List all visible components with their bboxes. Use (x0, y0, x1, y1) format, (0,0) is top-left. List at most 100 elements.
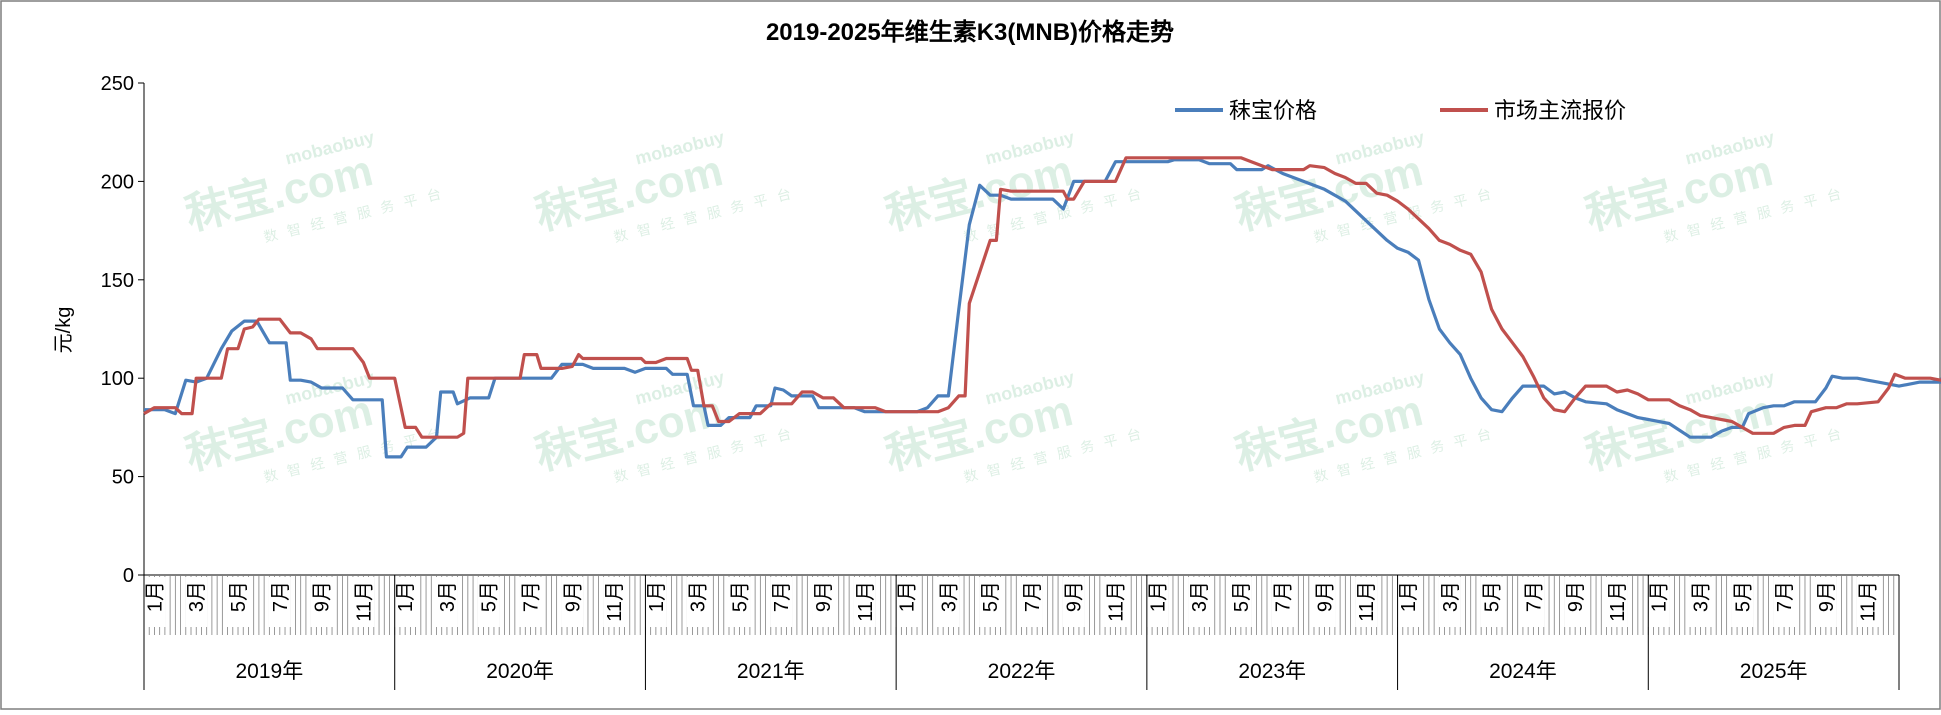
x-label-bg (1104, 577, 1127, 627)
x-label-bg (227, 577, 250, 627)
x-year-label: 2021年 (737, 660, 805, 683)
x-label-bg (1773, 577, 1796, 627)
x-month-label: 9月 (813, 581, 835, 612)
x-label-bg (561, 577, 584, 627)
x-month-label: 7月 (521, 581, 543, 612)
x-label-bg (1146, 577, 1169, 627)
x-label-bg (770, 577, 793, 627)
x-label-bg (1814, 577, 1837, 627)
x-label-bg (1647, 577, 1670, 627)
x-label-bg (937, 577, 960, 627)
x-month-label: 11月 (1356, 581, 1378, 622)
y-tick-label: 250 (101, 73, 134, 95)
x-month-label: 1月 (897, 581, 919, 612)
y-tick-label: 200 (101, 171, 134, 193)
x-month-label: 5月 (980, 581, 1002, 612)
chart-title: 2019-2025年维生素K3(MNB)价格走势 (766, 18, 1174, 46)
x-label-bg (1313, 577, 1336, 627)
x-label-bg (853, 577, 876, 627)
x-month-label: 9月 (1314, 581, 1336, 612)
x-label-bg (435, 577, 458, 627)
x-label-bg (1856, 577, 1879, 627)
x-month-label: 5月 (1732, 581, 1754, 612)
x-month-label: 1月 (1147, 581, 1169, 612)
x-month-label: 1月 (395, 581, 417, 612)
x-month-label: 3月 (1691, 581, 1713, 612)
x-label-bg (394, 577, 417, 627)
x-axis: 1月 3月 5月 7月 9月 11月 1月 3月 5月 7月 9月 11月 1月 3月 5月 7月 9月 11月 1… (143, 574, 1900, 690)
x-month-label: 1月 (646, 581, 668, 612)
x-year-label: 2020年 (486, 660, 554, 683)
x-year-label: 2022年 (988, 660, 1056, 683)
x-month-label: 5月 (1482, 581, 1504, 612)
x-label-bg (1605, 577, 1628, 627)
y-axis: 0 50 100 150 200 250 (101, 73, 145, 587)
x-label-bg (1271, 577, 1294, 627)
x-label-bg (1020, 577, 1043, 627)
x-label-bg (1689, 577, 1712, 627)
x-label-bg (185, 577, 208, 627)
x-year-label: 2023年 (1238, 660, 1306, 683)
legend: 秣宝价格 市场主流报价 (1175, 98, 1626, 123)
x-label-bg (686, 577, 709, 627)
x-month-label: 3月 (437, 581, 459, 612)
x-month-label: 5月 (1231, 581, 1253, 612)
x-month-label: 9月 (312, 581, 334, 612)
y-tick-label: 150 (101, 270, 134, 292)
x-month-label: 7月 (1774, 581, 1796, 612)
x-month-label: 1月 (1649, 581, 1671, 612)
x-label-bg (1438, 577, 1461, 627)
x-label-bg (1731, 577, 1754, 627)
x-month-label: 11月 (353, 581, 375, 622)
x-month-label: 7月 (270, 581, 292, 612)
x-label-bg (979, 577, 1002, 627)
x-label-bg (352, 577, 375, 627)
x-label-bg (1229, 577, 1252, 627)
y-axis-label: 元/kg (53, 307, 75, 354)
y-tick-label: 100 (101, 368, 134, 390)
x-label-bg (1188, 577, 1211, 627)
legend-label: 秣宝价格 (1229, 98, 1317, 123)
x-label-bg (895, 577, 918, 627)
x-month-label: 9月 (1565, 581, 1587, 612)
y-tick-label: 0 (123, 565, 134, 587)
x-month-label: 3月 (688, 581, 710, 612)
x-label-bg (268, 577, 291, 627)
x-label-bg (1397, 577, 1420, 627)
x-month-label: 7月 (771, 581, 793, 612)
x-month-label: 11月 (1106, 581, 1128, 622)
x-month-label: 1月 (1398, 581, 1420, 612)
x-label-bg (477, 577, 500, 627)
x-month-label: 3月 (186, 581, 208, 612)
x-month-label: 11月 (1858, 581, 1880, 622)
x-label-bg (728, 577, 751, 627)
x-month-label: 3月 (1440, 581, 1462, 612)
x-label-bg (603, 577, 626, 627)
x-month-label: 11月 (604, 581, 626, 622)
x-label-bg (812, 577, 835, 627)
x-year-label: 2025年 (1740, 660, 1808, 683)
y-tick-label: 50 (112, 467, 134, 489)
series-line-mobao-price (144, 158, 1941, 459)
x-month-label: 11月 (855, 581, 877, 622)
x-label-bg (310, 577, 333, 627)
x-label-bg (1564, 577, 1587, 627)
x-month-label: 5月 (479, 581, 501, 612)
x-month-label: 7月 (1523, 581, 1545, 612)
x-month-label: 7月 (1022, 581, 1044, 612)
x-month-label: 3月 (1189, 581, 1211, 612)
series-layer (143, 156, 1941, 459)
x-label-bg (1480, 577, 1503, 627)
x-month-label: 1月 (144, 581, 166, 612)
x-label-bg (1062, 577, 1085, 627)
x-label-bg (519, 577, 542, 627)
series-line-market-quote (143, 156, 1941, 439)
x-year-label: 2019年 (235, 660, 303, 683)
x-label-bg (1355, 577, 1378, 627)
legend-label: 市场主流报价 (1494, 98, 1626, 123)
x-month-label: 9月 (1816, 581, 1838, 612)
x-month-label: 9月 (1064, 581, 1086, 612)
x-month-label: 11月 (1607, 581, 1629, 622)
